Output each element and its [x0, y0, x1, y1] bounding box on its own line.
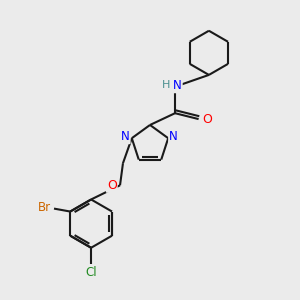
Text: N: N: [121, 130, 130, 143]
Text: Br: Br: [38, 201, 51, 214]
Text: O: O: [202, 112, 212, 126]
Text: Cl: Cl: [85, 266, 97, 279]
Text: O: O: [107, 179, 117, 192]
Text: N: N: [169, 130, 178, 143]
Text: N: N: [173, 79, 182, 92]
Text: H: H: [162, 80, 170, 90]
